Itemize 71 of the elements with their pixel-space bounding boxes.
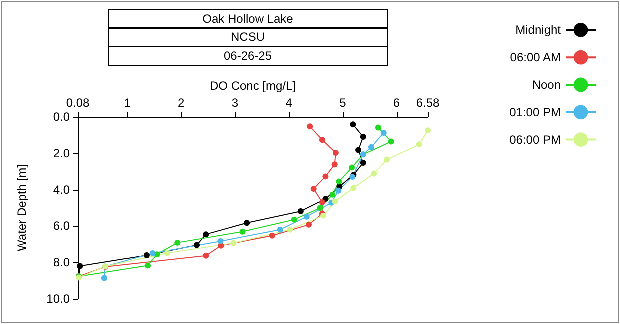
point: [332, 198, 338, 205]
point: [371, 170, 378, 177]
point: [307, 124, 314, 130]
point: [310, 186, 317, 192]
legend-label: Noon: [532, 78, 561, 92]
x-tick-label: 0.08: [66, 96, 90, 110]
point: [174, 240, 181, 246]
legend-label: Midnight: [516, 23, 562, 38]
point: [203, 252, 210, 259]
x-tick-label: 1: [124, 96, 132, 110]
point: [336, 188, 342, 194]
point: [291, 216, 298, 223]
point: [425, 128, 431, 134]
point: [332, 150, 339, 156]
point: [150, 250, 156, 256]
point: [77, 263, 84, 270]
legend-label: 06:00 AM: [510, 50, 561, 65]
point: [298, 208, 304, 214]
y-tick-label: 10.0: [46, 292, 70, 306]
chart-subtitle: NCSU: [108, 27, 388, 47]
point: [230, 240, 237, 246]
point: [319, 137, 326, 144]
point: [240, 228, 246, 235]
legend-label: 06:00 PM: [510, 132, 561, 147]
point: [194, 242, 200, 248]
point: [336, 178, 342, 185]
x-tick-label: 3: [232, 96, 239, 110]
point: [203, 232, 210, 238]
point: [330, 192, 336, 198]
point: [388, 138, 394, 145]
legend-label: 01:00 PM: [510, 105, 561, 120]
point: [368, 144, 374, 150]
point: [349, 164, 356, 171]
x-tick-label: 6: [393, 96, 400, 110]
point: [322, 174, 329, 180]
y-tick-label: 8.0: [53, 256, 70, 270]
point: [101, 275, 108, 282]
point: [350, 122, 356, 128]
x-tick-label: 6.58: [416, 96, 440, 110]
point: [304, 214, 310, 220]
x-axis-title: DO Conc [mg/L]: [210, 79, 296, 94]
point: [277, 226, 284, 233]
x-tick-label: 4: [286, 96, 293, 110]
point: [350, 185, 357, 192]
point: [244, 220, 250, 226]
y-tick-label: 2.0: [53, 146, 70, 160]
point: [360, 160, 366, 166]
point: [164, 250, 170, 256]
point: [287, 226, 294, 233]
point: [380, 130, 387, 136]
x-tick-label: 5: [340, 96, 347, 110]
point: [356, 147, 362, 154]
point: [317, 205, 324, 212]
point: [375, 124, 382, 131]
point: [145, 262, 151, 269]
point: [269, 232, 276, 239]
point: [144, 252, 150, 258]
y-tick-label: 6.0: [53, 219, 70, 234]
y-tick-label: 4.0: [53, 182, 70, 197]
y-tick-label: 0.0: [53, 110, 70, 124]
y-axis-title: Water Depth [m]: [15, 164, 29, 252]
x-tick-label: 2: [178, 96, 186, 110]
text: 06-26-25: [108, 46, 388, 66]
point: [319, 200, 326, 206]
point: [218, 238, 224, 244]
point: [306, 222, 312, 228]
point: [360, 134, 366, 140]
point: [416, 142, 422, 148]
chart-title: Oak Hollow Lake: [108, 8, 388, 28]
point: [332, 162, 338, 168]
point: [384, 156, 390, 163]
